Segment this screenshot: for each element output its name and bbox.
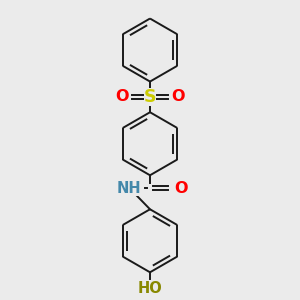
Text: HO: HO [138, 281, 162, 296]
Text: S: S [144, 88, 156, 106]
Text: O: O [115, 89, 129, 104]
Text: O: O [171, 89, 185, 104]
Text: O: O [174, 181, 188, 196]
Text: NH: NH [117, 181, 142, 196]
